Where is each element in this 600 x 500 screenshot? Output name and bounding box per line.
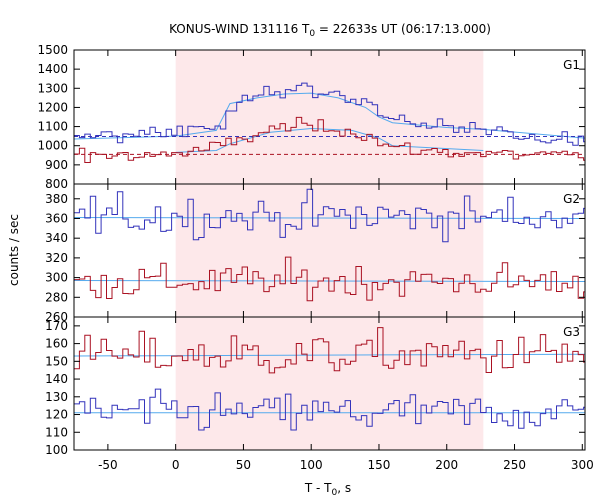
plot-area: 800900100011001200130014001500G126028030… (37, 43, 593, 472)
y-tick-label: 380 (45, 192, 68, 206)
chart-title: KONUS-WIND 131116 T0 = 22633s UT (06:17:… (169, 22, 491, 39)
light-curve-red (74, 256, 585, 302)
highlight-interval (175, 50, 484, 450)
y-tick-label: 1200 (37, 100, 68, 114)
panel-g3: 100 110 120 130 140 150 160 170 G3 (45, 316, 586, 457)
y-tick-label: 1000 (37, 139, 68, 153)
y-tick-label: 170 (45, 319, 68, 333)
light-curve-blue (74, 82, 585, 146)
x-tick-label: 100 (300, 458, 323, 472)
panel-g1: 800 900 1000 1100 1200 1300 1400 1500 G1 (37, 43, 586, 191)
fit-curve-2 (175, 127, 484, 153)
panel-frame (73, 316, 586, 451)
x-tick-label: 50 (236, 458, 251, 472)
fit-curve-2 (73, 280, 586, 282)
panel-label: G1 (563, 58, 580, 72)
x-axis-label: T - T0, s (304, 481, 351, 498)
x-tick-label: -50 (98, 458, 118, 472)
y-tick-label: 1400 (37, 62, 68, 76)
x-tick-label: 300 (571, 458, 594, 472)
x-tick-label: 150 (368, 458, 391, 472)
light-curve-blue (74, 188, 585, 243)
light-curve-red (74, 327, 585, 374)
y-tick-label: 120 (45, 408, 68, 422)
y-tick-label: 360 (45, 211, 68, 225)
y-tick-label: 160 (45, 337, 68, 351)
x-tick-label: 200 (435, 458, 458, 472)
light-curve-blue (74, 388, 585, 431)
y-tick-label: 260 (45, 310, 68, 324)
y-axis-label: counts / sec (7, 214, 21, 286)
panel-label: G2 (563, 192, 580, 206)
y-tick-label: 1100 (37, 120, 68, 134)
y-tick-label: 300 (45, 271, 68, 285)
fit-curve-1 (73, 217, 586, 219)
y-tick-label: 280 (45, 290, 68, 304)
y-tick-label: 900 (45, 158, 68, 172)
y-tick-label: 1300 (37, 81, 68, 95)
y-tick-label: 100 (45, 443, 68, 457)
y-tick-label: 130 (45, 390, 68, 404)
panel-label: G3 (563, 325, 580, 339)
y-tick-label: 800 (45, 177, 68, 191)
y-tick-label: 340 (45, 231, 68, 245)
fit-curve-1 (73, 353, 586, 357)
y-tick-label: 150 (45, 354, 68, 368)
y-tick-label: 1500 (37, 43, 68, 57)
y-tick-label: 110 (45, 425, 68, 439)
y-tick-label: 320 (45, 251, 68, 265)
x-tick-label: 0 (172, 458, 180, 472)
light-curve-red (74, 116, 585, 163)
y-tick-label: 140 (45, 372, 68, 386)
panel-g2: 260 280 300 320 340 360 380 G2 (45, 183, 586, 324)
x-tick-label: 250 (503, 458, 526, 472)
